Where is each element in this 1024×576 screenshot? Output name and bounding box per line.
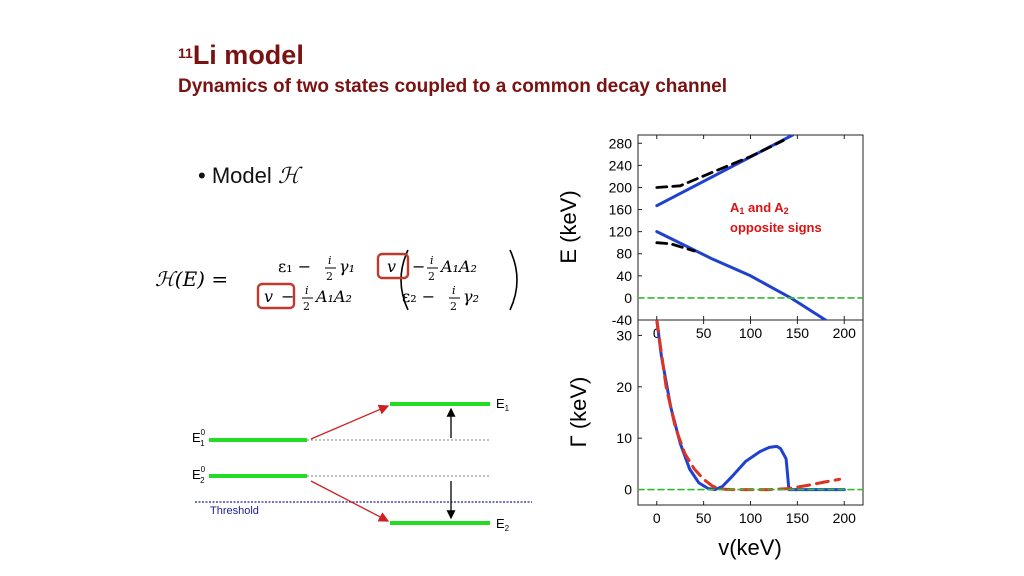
top-series-blue-solid-0: [655, 135, 795, 208]
top-series-black-dashed-3: [655, 241, 696, 253]
top-xtick-label: 200: [833, 325, 857, 341]
annotation-line1: A1 and A2: [730, 200, 789, 216]
bottom-xtick-label: 200: [833, 510, 857, 526]
m21-frac-num: i: [305, 284, 309, 297]
m21-minus: −: [281, 287, 294, 306]
highlight-box-v21: [256, 282, 296, 310]
highlight-box-v12: [376, 252, 410, 280]
top-xtick-label: 50: [696, 325, 712, 341]
top-ytick-label: 240: [609, 157, 633, 173]
m12-minus: −: [412, 257, 425, 276]
threshold-label: Threshold: [210, 505, 259, 517]
top-series-blue-solid-1: [655, 230, 827, 320]
bullet-item: • Model ℋ: [198, 163, 300, 189]
bullet-dot: •: [198, 163, 206, 188]
annotation-line2: opposite signs: [730, 220, 822, 235]
level-diagram: Threshold E1 E2 E0 1 E0 2: [192, 396, 532, 533]
top-ytick-label: 200: [609, 179, 633, 195]
bullet-symbol: ℋ: [277, 164, 300, 189]
m22-frac-den: 2: [450, 300, 457, 313]
top-ytick-label: -40: [612, 312, 632, 328]
shift-up-arrow: [310, 404, 390, 440]
title-superscript: 11: [178, 45, 193, 61]
e20-label: E0 2: [192, 465, 206, 485]
m21-v: v: [264, 287, 273, 306]
m12-frac-num: i: [430, 254, 434, 267]
hamiltonian-equation: ℋ(E) = ε₁ − i 2 γ₁ v − i 2 A₁A₂ v − i 2 …: [155, 249, 518, 313]
bottom-ytick-label: 30: [616, 327, 632, 343]
top-xtick-label: 100: [739, 325, 763, 341]
top-ytick-label: 0: [624, 290, 632, 306]
m11-frac-den: 2: [326, 270, 333, 283]
bottom-ytick-label: 20: [616, 379, 632, 395]
bottom-ytick-label: 10: [616, 430, 632, 446]
top-ytick-label: 160: [609, 202, 633, 218]
m11-text: ε₁ −: [278, 257, 311, 276]
m21-frac-den: 2: [303, 300, 310, 313]
e1-label: E1: [496, 396, 510, 413]
bottom-xlabel: v(keV): [718, 535, 782, 560]
right-paren: [509, 249, 518, 311]
equation-lhs: ℋ(E) =: [155, 267, 228, 291]
bottom-ylabel: Γ (keV): [566, 377, 591, 448]
e2-label: E2: [496, 516, 510, 533]
shift-down-arrow: [310, 480, 390, 522]
slide-title: 11Li model: [178, 40, 304, 70]
bottom-xtick-label: 0: [653, 510, 661, 526]
bottom-ytick-label: 0: [624, 482, 632, 498]
e10-label: E0 1: [192, 428, 206, 448]
slide-subtitle: Dynamics of two states coupled to a comm…: [178, 76, 728, 97]
m11-frac-num: i: [328, 254, 332, 267]
top-series-black-dashed-2: [655, 139, 785, 189]
top-ytick-label: 120: [609, 224, 633, 240]
title-main: Li model: [192, 40, 304, 70]
m22-text: ε₂ −: [402, 287, 435, 306]
m12-frac-den: 2: [428, 270, 435, 283]
top-ytick-label: 40: [616, 268, 632, 284]
bottom-xtick-label: 150: [786, 510, 810, 526]
top-ytick-label: 280: [609, 135, 633, 151]
m12-a1a2: A₁A₂: [439, 257, 477, 276]
top-xtick-label: 0: [653, 325, 661, 341]
top-ytick-label: 80: [616, 246, 632, 262]
bullet-text: Model: [211, 163, 272, 188]
top-ylabel: E (keV): [556, 190, 581, 263]
bottom-xtick-label: 100: [739, 510, 763, 526]
bottom-xtick-label: 50: [696, 510, 712, 526]
m11-gamma: γ₁: [339, 257, 355, 276]
m22-gamma: γ₂: [463, 287, 479, 306]
m22-frac-num: i: [452, 284, 456, 297]
bottom-series-blue-solid-0: [655, 320, 846, 492]
bottom-series-red-dashed-1: [655, 320, 842, 492]
m21-a1a2: A₁A₂: [314, 287, 352, 306]
top-xtick-label: 150: [786, 325, 810, 341]
m12-v: v: [387, 257, 396, 276]
